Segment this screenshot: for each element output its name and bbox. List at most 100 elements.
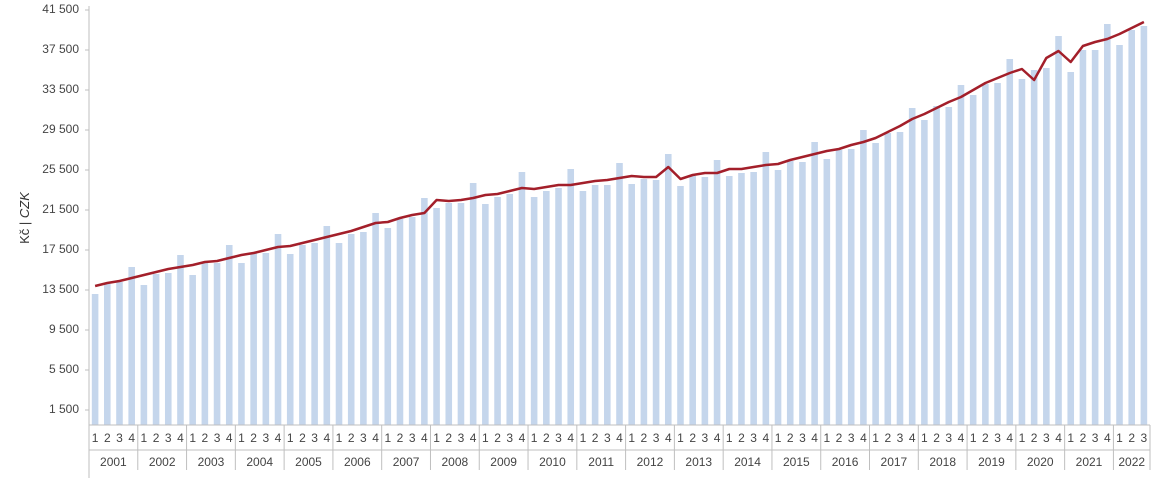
x-tick-label: 3 xyxy=(409,431,416,445)
x-tick-label: 4 xyxy=(763,431,770,445)
group-label: 2013 xyxy=(685,455,712,469)
group-label: 2017 xyxy=(881,455,908,469)
x-tick-label: 3 xyxy=(897,431,904,445)
bar xyxy=(1006,59,1014,425)
x-tick-label: 1 xyxy=(677,431,684,445)
x-tick-label: 2 xyxy=(104,431,111,445)
bar xyxy=(628,184,635,425)
y-tick-label: 29 500 xyxy=(42,122,79,136)
bar xyxy=(701,177,709,425)
x-tick-label: 2 xyxy=(348,431,355,445)
bar xyxy=(1128,30,1135,425)
x-tick-label: 1 xyxy=(482,431,489,445)
x-tick-label: 4 xyxy=(128,431,135,445)
group-label: 2008 xyxy=(442,455,469,469)
x-tick-label: 3 xyxy=(799,431,806,445)
bar xyxy=(908,108,916,425)
bar xyxy=(164,273,172,425)
bar xyxy=(189,275,196,425)
x-tick-label: 4 xyxy=(958,431,965,445)
x-tick-label: 2 xyxy=(494,431,501,445)
x-tick-label: 1 xyxy=(92,431,99,445)
bar xyxy=(1104,24,1111,425)
bar xyxy=(677,186,684,425)
x-tick-label: 1 xyxy=(628,431,635,445)
bar xyxy=(128,267,135,425)
x-tick-label: 3 xyxy=(702,431,709,445)
group-label: 2007 xyxy=(393,455,420,469)
bar xyxy=(347,234,355,425)
bar xyxy=(604,185,611,425)
bar xyxy=(445,203,453,425)
bar xyxy=(1116,45,1123,425)
bar xyxy=(421,198,428,425)
x-tick-label: 4 xyxy=(860,431,867,445)
bar xyxy=(104,284,111,425)
x-tick-label: 3 xyxy=(165,431,172,445)
group-label: 2022 xyxy=(1118,455,1145,469)
y-tick-label: 5 500 xyxy=(49,362,79,376)
bar xyxy=(994,83,1001,425)
group-label: 2002 xyxy=(149,455,176,469)
bar xyxy=(323,226,331,425)
bar xyxy=(433,208,440,425)
bar xyxy=(116,282,123,425)
bar xyxy=(713,160,721,425)
bar xyxy=(921,120,928,425)
bar xyxy=(140,285,148,425)
y-axis-label: Kč | CZK xyxy=(17,191,32,244)
bar xyxy=(664,154,672,425)
x-tick-label: 4 xyxy=(714,431,721,445)
x-tick-label: 1 xyxy=(921,431,928,445)
bar xyxy=(396,219,404,425)
bar xyxy=(872,143,879,425)
group-label: 2019 xyxy=(978,455,1005,469)
x-tick-label: 4 xyxy=(567,431,574,445)
y-tick-label: 21 500 xyxy=(42,202,79,216)
x-tick-label: 4 xyxy=(519,431,526,445)
x-tick-label: 4 xyxy=(1006,431,1013,445)
bar xyxy=(652,180,660,425)
group-label: 2010 xyxy=(539,455,566,469)
x-tick-label: 2 xyxy=(250,431,257,445)
group-label: 2009 xyxy=(490,455,517,469)
x-tick-label: 1 xyxy=(823,431,830,445)
x-tick-label: 2 xyxy=(1128,431,1135,445)
x-tick-label: 2 xyxy=(445,431,452,445)
x-tick-label: 3 xyxy=(262,431,269,445)
bar xyxy=(1091,50,1099,425)
bar xyxy=(335,243,343,425)
x-tick-label: 1 xyxy=(287,431,294,445)
y-tick-label: 25 500 xyxy=(42,162,79,176)
x-tick-label: 3 xyxy=(994,431,1001,445)
x-tick-label: 2 xyxy=(982,431,989,445)
bar xyxy=(286,254,294,425)
bar xyxy=(250,253,257,425)
x-tick-label: 2 xyxy=(738,431,745,445)
group-label: 2005 xyxy=(295,455,322,469)
bar xyxy=(225,245,233,425)
bar xyxy=(201,263,209,425)
bar xyxy=(482,204,489,425)
x-tick-label: 3 xyxy=(1141,431,1148,445)
bar xyxy=(262,253,270,425)
bar xyxy=(884,133,892,425)
bar xyxy=(567,169,575,425)
y-tick-label: 1 500 xyxy=(49,402,79,416)
y-tick-label: 37 500 xyxy=(42,42,79,56)
bar xyxy=(274,234,282,425)
group-label: 2016 xyxy=(832,455,859,469)
bar xyxy=(738,173,745,425)
bar xyxy=(555,188,562,425)
y-tick-label: 33 500 xyxy=(42,82,79,96)
x-tick-label: 2 xyxy=(202,431,209,445)
bar xyxy=(811,142,818,425)
x-tick-label: 3 xyxy=(555,431,562,445)
x-tick-label: 1 xyxy=(1116,431,1123,445)
bar xyxy=(1043,68,1050,425)
bar xyxy=(725,176,733,425)
group-label: 2018 xyxy=(929,455,956,469)
x-tick-label: 4 xyxy=(1104,431,1111,445)
bar xyxy=(799,162,806,425)
